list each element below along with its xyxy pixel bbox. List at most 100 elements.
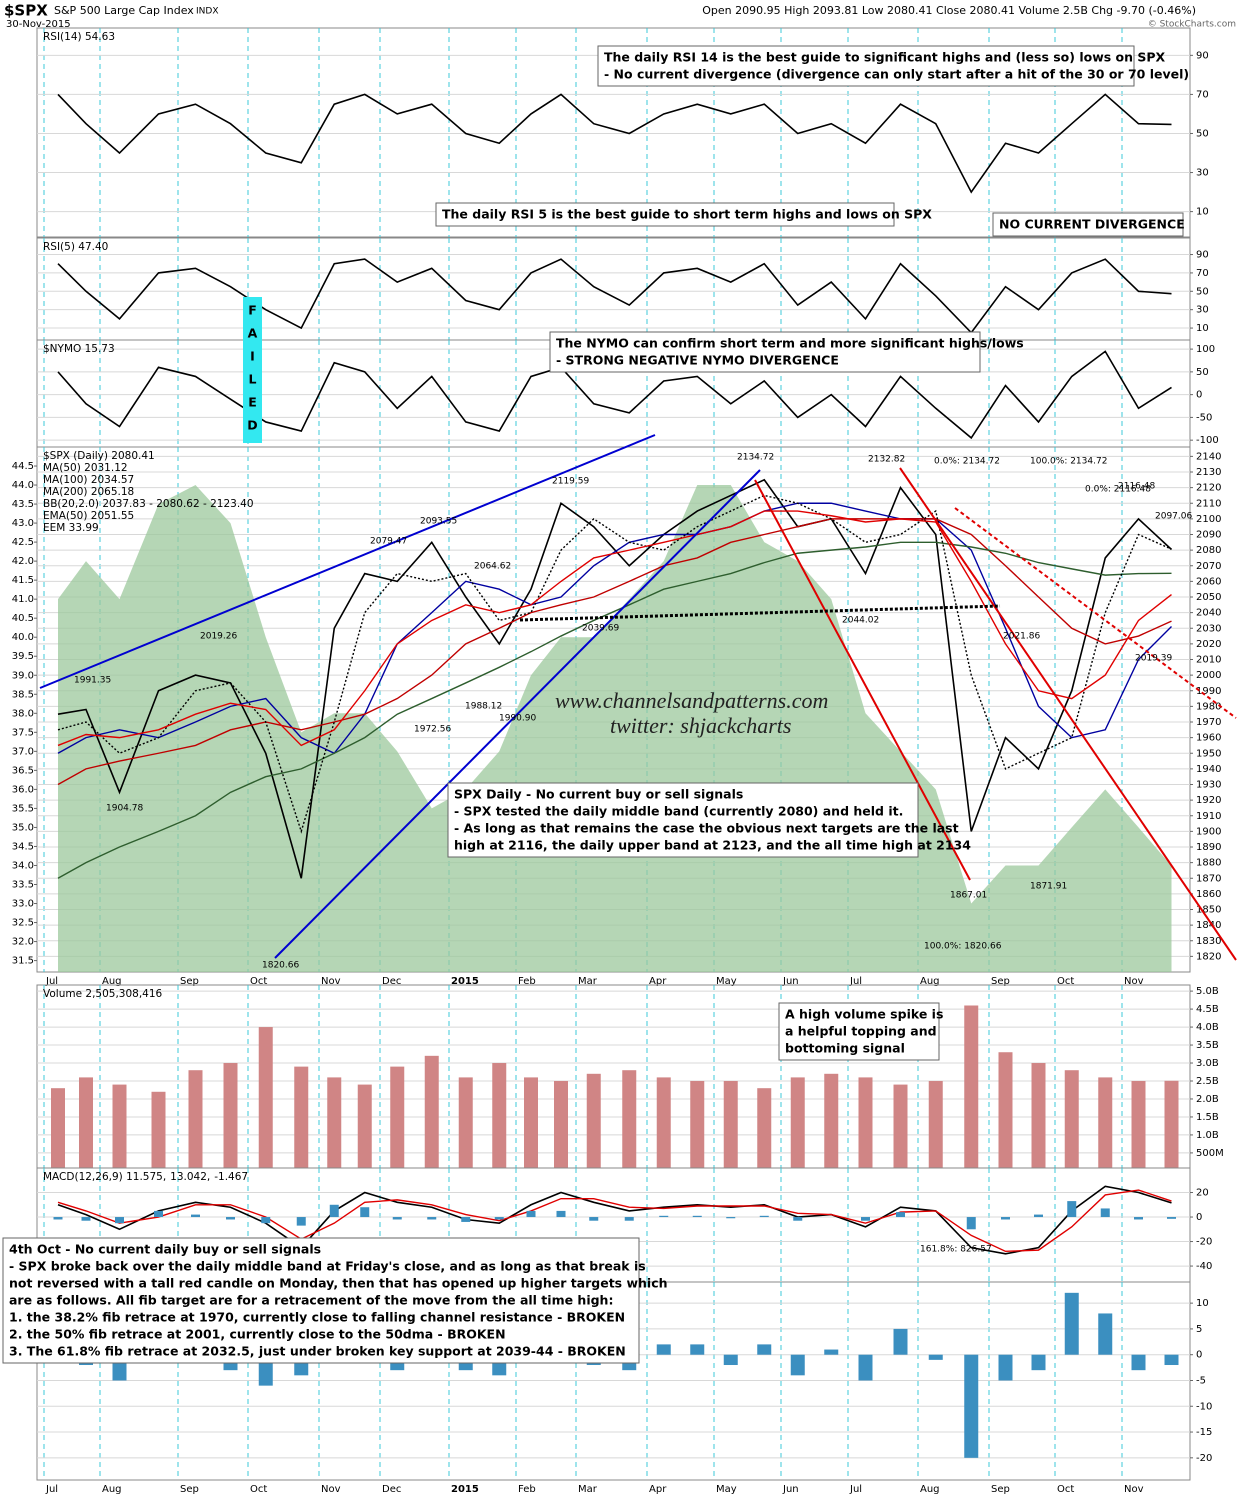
tick-label: 42.5: [12, 537, 34, 548]
annotation-box: [447, 782, 919, 858]
tick-label: 1980: [1196, 701, 1221, 712]
tick-label: 37.0: [12, 746, 34, 757]
tick-label: 10: [1196, 323, 1209, 334]
annotation-text: SPX Daily - No current buy or sell signa…: [454, 787, 743, 802]
tick-label: 38.0: [12, 708, 34, 719]
bar: [357, 1084, 372, 1168]
annotation-box: [2, 1237, 640, 1364]
support-line: [519, 604, 1001, 622]
bar: [1100, 1208, 1110, 1218]
price-label: 1972.56: [414, 725, 451, 735]
tick-label: 31.5: [12, 956, 34, 967]
tick-label: 1950: [1196, 748, 1221, 759]
bar: [261, 1217, 271, 1224]
x-tick-label: Aug: [102, 976, 122, 987]
x-tick-label: Jun: [782, 1484, 799, 1495]
bar: [492, 1063, 507, 1168]
x-tick-label: Sep: [180, 1484, 199, 1495]
legend-entry: MA(50) 2031.12: [43, 462, 128, 474]
bar: [893, 1084, 908, 1168]
tick-label: 70: [1196, 89, 1209, 100]
tick-label: 35.5: [12, 803, 34, 814]
price-label: 1820.66: [262, 961, 299, 971]
annotation-text: The NYMO can confirm short term and more…: [556, 336, 1024, 351]
bar: [723, 1080, 738, 1168]
x-tick-label: Aug: [920, 1484, 940, 1495]
failed-letter: F: [248, 303, 257, 318]
bar: [790, 1354, 805, 1376]
tick-label: 2100: [1196, 514, 1221, 525]
bar: [226, 1217, 235, 1220]
bar: [858, 1077, 873, 1168]
bar: [360, 1207, 370, 1218]
bar: [690, 1344, 705, 1355]
x-tick-label: Oct: [250, 976, 267, 987]
bar: [1001, 1217, 1010, 1220]
tick-label: 0: [1196, 1350, 1202, 1361]
tick-label: 42.0: [12, 556, 34, 567]
tick-label: 34.0: [12, 860, 34, 871]
tick-label: 1990: [1196, 686, 1221, 697]
bar: [81, 1217, 91, 1221]
annotation-text: - No current divergence (divergence can …: [604, 67, 1189, 82]
tick-label: 1910: [1196, 811, 1221, 822]
annotation-text: The daily RSI 5 is the best guide to sho…: [442, 207, 932, 222]
x-tick-label: Apr: [649, 976, 667, 987]
bar: [151, 1091, 166, 1168]
bar: [1164, 1080, 1179, 1168]
failed-box: [243, 297, 262, 443]
price-label: 1867.01: [950, 891, 987, 901]
tick-label: 34.5: [12, 841, 34, 852]
tick-label: 39.5: [12, 651, 34, 662]
bar: [390, 1066, 405, 1168]
bar: [824, 1073, 839, 1168]
x-tick-label: Nov: [321, 1484, 341, 1495]
annotation-text: not reversed with a tall red candle on M…: [9, 1276, 668, 1291]
bar: [329, 1204, 339, 1218]
bar: [726, 1217, 736, 1219]
bar: [1131, 1080, 1146, 1168]
x-tick-label: Oct: [250, 1484, 267, 1495]
bar: [154, 1210, 163, 1218]
bar: [112, 1084, 127, 1168]
trend-line: [274, 469, 761, 959]
price-label: 2097.06: [1155, 512, 1192, 522]
price-label: 2116.48: [1118, 482, 1155, 492]
tick-label: 2110: [1196, 498, 1221, 509]
tick-label: 50: [1196, 367, 1209, 378]
bar: [586, 1073, 601, 1168]
tick-label: -50: [1196, 412, 1212, 423]
bar: [458, 1077, 473, 1168]
tick-label: 43.0: [12, 518, 34, 529]
tick-label: 70: [1196, 268, 1209, 279]
x-tick-label: Jul: [849, 976, 862, 987]
x-tick-label: May: [716, 1484, 737, 1495]
annotation-box: [992, 212, 1184, 237]
bar: [896, 1212, 905, 1218]
trend-line: [39, 434, 656, 689]
trend-line: [899, 467, 1237, 961]
x-tick-label: Feb: [518, 976, 536, 987]
price-label: 2079.47: [370, 537, 407, 547]
price-label: 0.0%: 2134.72: [934, 457, 1000, 467]
x-tick-label: Oct: [1057, 1484, 1074, 1495]
tick-label: 1920: [1196, 795, 1221, 806]
bar: [659, 1215, 669, 1218]
x-tick-label: Apr: [649, 1484, 667, 1495]
bar: [494, 1217, 504, 1220]
legend-entry: BB(20,2.0) 2037.83 - 2080.62 - 2123.40: [43, 498, 254, 510]
bar: [998, 1354, 1013, 1381]
panel: 500M 1.0B 1.5B 2.0B 2.5B 3.0B 3.5B 4.0B 4.5B 5.0B: [36, 984, 1224, 1169]
tick-label: 0: [1196, 390, 1202, 401]
x-tick-label: Nov: [1124, 1484, 1144, 1495]
bar: [1031, 1354, 1046, 1371]
x-tick-label: Sep: [991, 1484, 1010, 1495]
price-label: 0.0%: 2116.48: [1085, 485, 1151, 495]
failed-letter: L: [249, 372, 257, 387]
tick-label: -100: [1196, 435, 1219, 446]
tick-label: 2120: [1196, 483, 1221, 494]
annotation-text: high at 2116, the daily upper band at 21…: [454, 838, 971, 853]
tick-label: -20: [1196, 1237, 1212, 1248]
x-tick-label: Sep: [991, 976, 1010, 987]
bar: [964, 1354, 979, 1458]
